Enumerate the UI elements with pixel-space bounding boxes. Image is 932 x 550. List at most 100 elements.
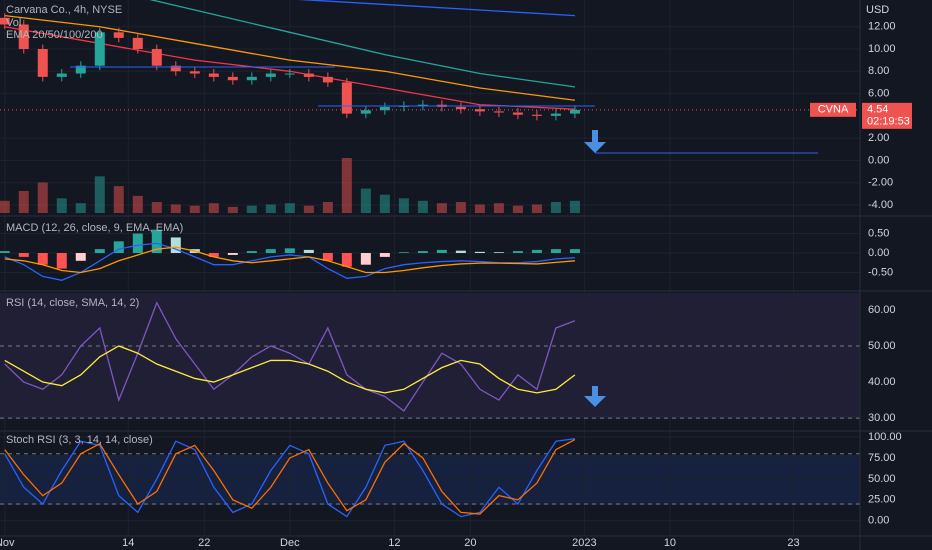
candle-body [284,73,295,75]
histogram-bar [493,252,504,254]
volume-bar [75,203,86,213]
y-tick-label: 0.50 [868,227,889,239]
arrow [584,130,606,153]
volume-bar [303,205,314,213]
volume-bar [265,204,276,213]
series-line [4,345,576,394]
candle-body [113,32,124,38]
volume-bar [360,188,371,213]
y-tick-label: 6.00 [868,87,889,99]
y-tick-label: 12.00 [868,21,896,33]
y-tick-label: 0.00 [868,247,889,259]
histogram-bar [94,249,105,254]
volume-bar [170,204,181,213]
candle-body [246,76,257,81]
candle-body [0,17,10,25]
histogram-bar [379,253,390,257]
candle-body [550,113,561,116]
histogram-bar [265,249,276,254]
series-line [4,438,576,518]
volume-bar [436,203,447,213]
candle-body [455,106,466,110]
candle-body [417,104,428,106]
histogram-bar [284,248,295,254]
y-tick-label: 2.00 [868,132,889,144]
pane [0,229,860,281]
pane-title: RSI (14, close, SMA, 14, 2) [6,297,139,309]
x-tick-label: 22 [198,537,210,549]
volume-bar [417,200,428,213]
series-line [149,0,576,88]
volume-bar [37,182,48,213]
candle-body [56,73,67,77]
candle-body [360,110,371,114]
series-line [4,242,575,281]
histogram-bar [569,249,580,254]
histogram-bar [246,251,257,254]
candle-body [18,24,29,50]
volume-bar [151,202,162,213]
pane-title: MACD (12, 26, close, 9, EMA, EMA) [6,222,183,234]
volume-bar [227,206,238,213]
volume-bar [341,158,352,213]
candle-body [322,76,333,83]
candle-body [94,32,105,66]
indicator-label: Vol [6,17,21,29]
histogram-bar [417,251,428,254]
volume-bar [379,194,390,213]
candle-body [379,106,390,111]
histogram-bar [208,253,219,257]
histogram-bar [512,251,523,254]
histogram-bar [113,241,124,254]
histogram-bar [227,253,238,255]
series-line [4,301,576,412]
y-tick-label: 30.00 [868,412,896,424]
candle-body [37,49,48,77]
volume-bar [284,203,295,213]
series-line [4,246,575,274]
y-tick-label: -4.00 [868,199,893,211]
histogram-bar [455,250,466,254]
histogram-bar [18,253,29,257]
candle-body [303,73,314,77]
x-tick-label: 12 [388,537,400,549]
candle-body [75,65,86,74]
currency: USD [866,4,889,16]
volume-bar [208,203,219,213]
x-tick-label: Nov [0,537,15,549]
pane [0,301,860,419]
volume-bar [550,202,561,213]
pane [0,436,860,522]
histogram-bar [151,229,162,254]
arrow [584,386,606,407]
candle-body [341,82,352,114]
candle-body [189,71,200,74]
x-tick-label: 2023 [572,537,596,549]
series-line [4,14,576,101]
volume-bar [56,198,67,213]
histogram-bar [531,249,542,254]
y-tick-label: -0.50 [868,266,893,278]
rsi-band [0,293,860,418]
volume-bar [474,204,485,213]
histogram-bar [170,237,181,254]
x-tick-label: 14 [122,537,134,549]
candle-body [132,37,143,50]
y-tick-label: 8.00 [868,65,889,77]
histogram-bar [132,233,143,254]
x-tick-label: 10 [664,537,676,549]
histogram-bar [341,253,352,267]
histogram-bar [303,249,314,254]
y-tick-label: 0.00 [868,154,889,166]
histogram-bar [322,253,333,261]
x-tick-label: 20 [464,537,476,549]
volume-bar [512,205,523,213]
symbol-label: CVNA [818,104,849,116]
histogram-bar [474,251,485,254]
symbol-title: Carvana Co., 4h, NYSE [6,4,122,16]
y-tick-label: 60.00 [868,304,896,316]
histogram-bar [0,251,10,254]
candle-body [265,73,276,77]
volume-bar [189,205,200,213]
